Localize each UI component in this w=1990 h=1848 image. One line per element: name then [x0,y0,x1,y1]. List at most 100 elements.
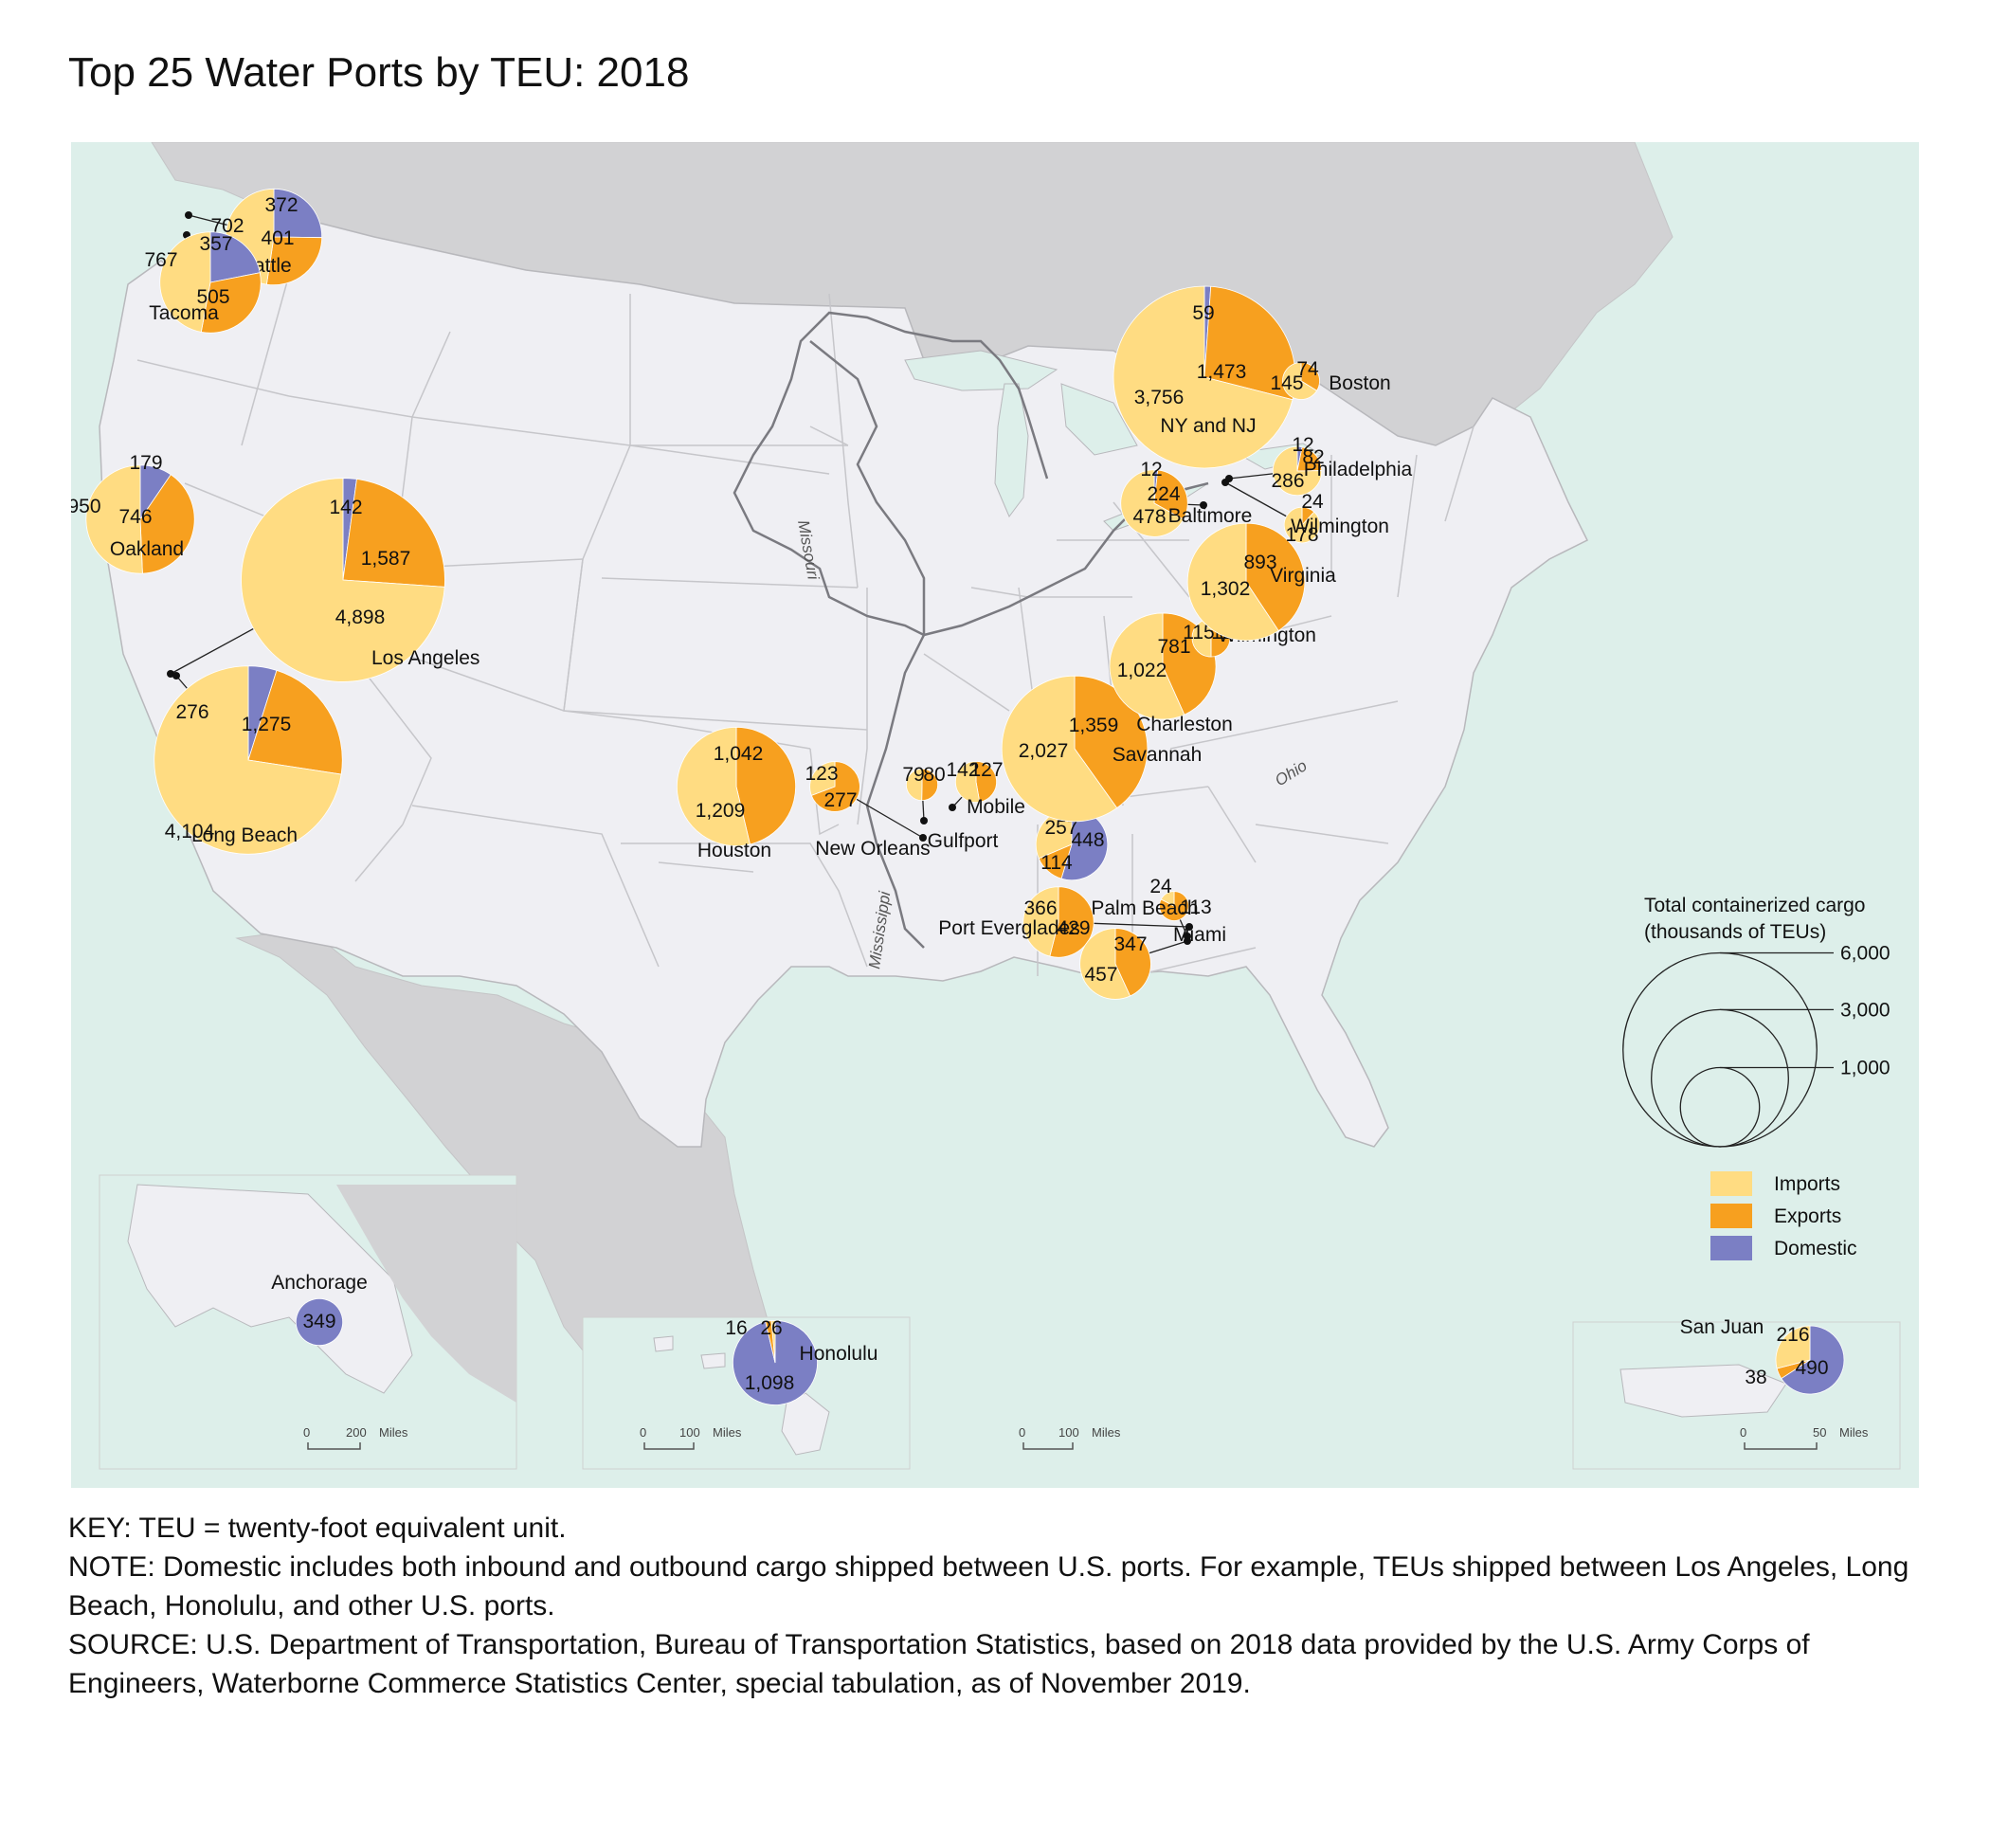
value-label-imports: 950 [71,496,101,517]
pie-virginia [1186,522,1306,642]
port-label-houston: Houston [697,840,771,861]
value-label-imports: 1,302 [1201,578,1251,600]
puerto-rico-inset [1572,1321,1901,1470]
value-label-exports: 1,275 [242,714,292,735]
pie-slice-imports [1001,675,1118,823]
value-label-imports: 702 [210,215,244,237]
size-legend-title: Total containerized cargo [1644,895,1865,916]
value-label-imports: 142 [946,759,979,781]
pie-slice-imports [241,478,445,682]
value-label-exports: 505 [196,286,229,308]
port-dot-philadelphia [1225,475,1233,482]
pie-slice-exports [810,761,860,812]
legend-swatch-exports [1710,1204,1752,1228]
value-label-exports: 74 [1296,358,1319,380]
pie-slice-exports [200,272,262,334]
value-label-domestic: 1,098 [745,1372,795,1394]
pie-slice-exports [1114,928,1151,997]
legend-swatch-imports [1710,1171,1752,1196]
value-label-imports: 178 [1285,524,1318,546]
scale-label: 100 [1058,1425,1079,1440]
mississippi-river [809,340,926,949]
pie-slice-exports [139,474,195,574]
value-label-domestic: 59 [1192,302,1214,324]
size-legend-value: 1,000 [1840,1058,1890,1079]
port-label-gulfport: Gulfport [928,830,999,852]
value-label-imports: 1,022 [1117,660,1167,681]
value-label-exports: 781 [1157,636,1190,658]
value-label-domestic: 12 [1140,459,1162,480]
pie-slice-exports [247,669,343,775]
scale-label: Miles [1092,1425,1121,1440]
pie-new-orleans [809,761,860,812]
port-label-boston: Boston [1329,372,1390,394]
port-label-savannah: Savannah [1113,744,1203,766]
legend-label-domestic: Domestic [1774,1238,1857,1259]
pie-slice-imports [85,464,143,574]
pie-slice-imports [1113,285,1294,469]
value-label-imports: 115 [1183,622,1214,643]
pie-jacksonville [1035,807,1109,881]
scale-label: Miles [1839,1425,1869,1440]
pie-slice-imports [1079,928,1131,1000]
pie-slice-exports [1049,886,1094,958]
value-label-imports: 366 [1023,897,1057,919]
value-label-imports: 3,756 [1134,387,1185,408]
value-label-exports: 429 [1057,917,1090,939]
pie-slice-domestic [209,231,261,283]
value-label-imports: 1,209 [696,800,746,822]
footnotes: KEY: TEU = twenty-foot equivalent unit. … [68,1509,1945,1703]
port-dot-long-beach [172,672,180,679]
pie-san-juan [1775,1325,1845,1395]
pie-slice-imports [1282,362,1318,400]
value-label-exports: 224 [1147,483,1180,505]
pie-slice-domestic [733,1320,818,1405]
legend-label-exports: Exports [1774,1205,1841,1227]
value-label-imports: 767 [144,249,177,271]
scale-label: 0 [303,1425,310,1440]
pie-los-angeles [241,478,445,682]
pie-port-everglades [1022,886,1094,958]
value-label-domestic: 357 [199,233,232,255]
value-label-exports: 114 [1040,852,1073,874]
pie-slice-domestic [296,1297,343,1347]
pie-baltimore [1120,469,1188,537]
value-label-imports: 24 [1149,876,1172,897]
size-legend-value: 6,000 [1840,943,1890,965]
value-label-imports: 286 [1271,470,1304,492]
pie-savannah [1001,675,1149,823]
pie-ny-and-nj [1113,285,1296,469]
pie-slice-domestic [273,188,323,239]
port-label-charleston: Charleston [1136,714,1233,735]
value-label-exports: 1,473 [1197,361,1247,383]
pie-slice-exports [265,236,323,286]
value-label-domestic: 179 [129,452,162,474]
pie-slice-exports [342,479,445,588]
page-title: Top 25 Water Ports by TEU: 2018 [68,49,690,96]
domestic-note: NOTE: Domestic includes both inbound and… [68,1551,1909,1622]
port-dot-baltimore [1200,501,1207,509]
value-label-imports: 216 [1776,1324,1809,1346]
port-label-oakland: Oakland [110,538,184,560]
pie-slice-exports [1074,675,1149,809]
pie-slice-imports [905,768,923,802]
port-dot-miami [1184,937,1191,945]
pie-long-beach [154,665,343,855]
port-label-new-orleans: New Orleans [815,838,930,860]
pie-palm-beach [1159,891,1189,921]
port-label-anchorage: Anchorage [271,1272,368,1294]
size-legend-subtitle: (thousands of TEUs) [1644,921,1826,943]
port-label-miami: Miami [1173,924,1226,946]
port-label-long-beach: Long Beach [191,824,298,846]
port-label-port-everglades: Port Everglades [938,917,1079,939]
pie-slice-domestic [1781,1325,1845,1395]
port-label-san-juan: San Juan [1680,1316,1764,1338]
value-label-exports: 893 [1243,552,1276,573]
legend-label-imports: Imports [1774,1173,1840,1195]
pie-slice-imports [1775,1325,1811,1369]
port-label-ny-and-nj: NY and NJ [1160,415,1256,437]
pie-slice-imports [954,760,981,804]
pie-oakland [85,464,195,574]
pie-houston [677,726,797,847]
value-label-domestic: 490 [1795,1357,1828,1379]
